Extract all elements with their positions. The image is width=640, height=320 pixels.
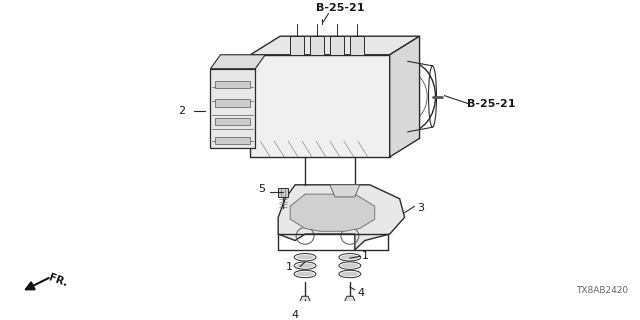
Polygon shape [278,188,288,197]
Polygon shape [250,55,390,157]
Circle shape [260,132,265,136]
Circle shape [260,68,265,73]
Polygon shape [216,118,250,125]
Circle shape [385,68,390,73]
Text: B-25-21: B-25-21 [467,99,516,109]
Polygon shape [216,81,250,88]
Polygon shape [211,69,255,148]
Polygon shape [297,296,313,308]
Circle shape [385,132,390,136]
Text: 4: 4 [292,310,299,320]
Polygon shape [350,36,364,55]
Ellipse shape [341,263,359,268]
Text: FR.: FR. [47,272,69,289]
Circle shape [342,43,348,48]
Circle shape [260,111,265,116]
Ellipse shape [296,272,314,276]
Polygon shape [250,36,420,55]
Polygon shape [290,194,375,231]
Text: 5: 5 [258,184,265,195]
Ellipse shape [341,272,359,276]
Polygon shape [211,55,265,69]
Text: 4: 4 [358,289,365,299]
Ellipse shape [296,255,314,260]
Ellipse shape [341,255,359,260]
Text: B-25-21: B-25-21 [316,3,365,13]
Text: 2: 2 [179,106,186,116]
Text: 1: 1 [286,262,293,272]
Polygon shape [290,36,304,55]
Polygon shape [342,296,358,308]
Circle shape [260,90,265,94]
Polygon shape [216,137,250,144]
Ellipse shape [296,305,314,310]
Polygon shape [330,185,360,197]
Polygon shape [310,36,324,55]
Text: 3: 3 [417,203,424,213]
Ellipse shape [341,305,359,310]
Circle shape [367,43,372,48]
Ellipse shape [296,263,314,268]
Text: 1: 1 [362,251,369,261]
Polygon shape [330,36,344,55]
Circle shape [292,43,298,48]
Circle shape [404,93,412,100]
Polygon shape [216,99,250,107]
Polygon shape [390,36,420,157]
Polygon shape [278,185,404,250]
Circle shape [317,40,323,45]
Text: TX8AB2420: TX8AB2420 [577,286,628,295]
